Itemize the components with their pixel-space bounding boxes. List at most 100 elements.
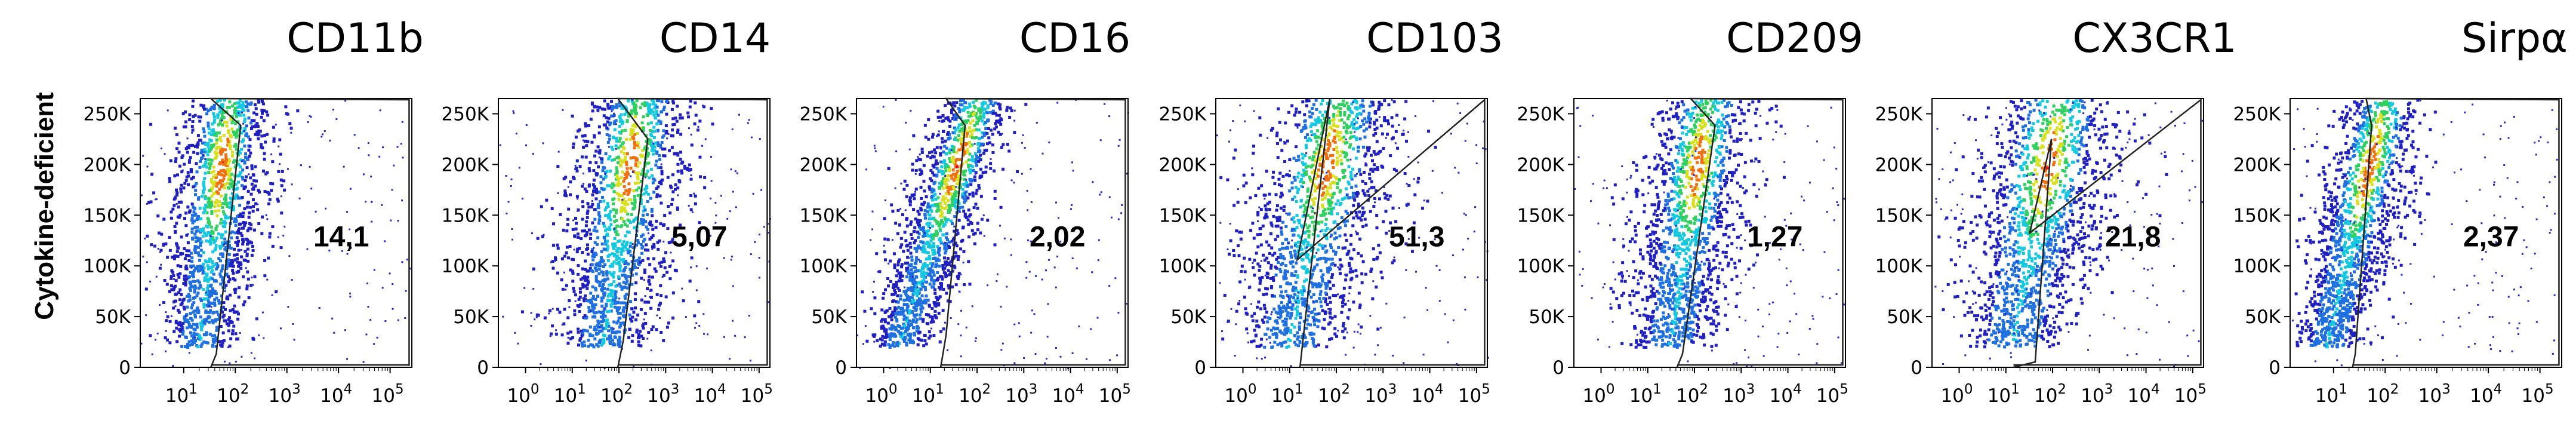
- density-point: [693, 314, 697, 318]
- sparse-point: [1104, 103, 1106, 105]
- density-point: [930, 315, 934, 319]
- density-point: [960, 142, 964, 145]
- density-point: [280, 184, 284, 188]
- sparse-point: [958, 290, 960, 293]
- density-point: [216, 182, 220, 185]
- density-point: [209, 266, 212, 269]
- sparse-point: [615, 148, 617, 150]
- density-point: [977, 159, 981, 163]
- density-point: [948, 240, 951, 244]
- density-point: [602, 312, 605, 316]
- x-tick-label: 105: [741, 382, 773, 407]
- density-point: [190, 260, 194, 263]
- density-point: [625, 293, 628, 296]
- density-point: [971, 191, 975, 195]
- density-point: [916, 299, 920, 303]
- density-point: [972, 100, 975, 104]
- density-point: [628, 250, 631, 253]
- density-point: [969, 220, 972, 224]
- density-point: [585, 189, 588, 193]
- density-point: [938, 182, 941, 185]
- density-point: [651, 99, 654, 102]
- density-point: [192, 272, 195, 275]
- density-point: [235, 236, 239, 240]
- density-point: [617, 342, 620, 345]
- density-point: [563, 189, 567, 193]
- density-point: [581, 217, 584, 221]
- density-point: [673, 122, 676, 126]
- density-point: [954, 114, 957, 118]
- density-point: [652, 100, 655, 103]
- density-point: [948, 124, 951, 128]
- sparse-point: [710, 180, 713, 182]
- density-point: [640, 155, 643, 158]
- density-point: [178, 298, 181, 302]
- density-point: [584, 294, 587, 298]
- density-point: [596, 324, 599, 327]
- density-point: [636, 194, 640, 197]
- density-point: [654, 142, 657, 145]
- density-point: [214, 226, 218, 230]
- density-point: [645, 243, 648, 247]
- density-point: [179, 187, 183, 191]
- density-point: [628, 221, 632, 225]
- density-point: [891, 334, 895, 337]
- density-point: [610, 100, 614, 103]
- density-point: [932, 271, 935, 274]
- density-point: [665, 271, 669, 274]
- density-point: [989, 110, 993, 114]
- density-point: [190, 168, 193, 172]
- density-point: [991, 103, 995, 107]
- density-point: [205, 274, 209, 278]
- density-point: [683, 167, 687, 170]
- density-point: [241, 226, 245, 230]
- density-point: [1367, 115, 1371, 118]
- density-point: [880, 308, 884, 312]
- density-point: [263, 109, 266, 112]
- sparse-point: [252, 284, 254, 286]
- density-point: [922, 285, 925, 288]
- density-point: [590, 102, 594, 106]
- density-point: [296, 109, 300, 113]
- density-point: [223, 174, 226, 177]
- density-point: [636, 132, 639, 136]
- density-point: [1259, 278, 1262, 282]
- density-point: [221, 255, 224, 259]
- sparse-point: [957, 323, 960, 326]
- density-point: [184, 274, 188, 278]
- sparse-point: [646, 302, 649, 304]
- density-point: [642, 115, 645, 119]
- sparse-point: [1117, 312, 1120, 314]
- density-point: [662, 339, 665, 342]
- density-point: [637, 145, 640, 149]
- density-point: [181, 112, 185, 115]
- density-point: [965, 130, 969, 134]
- density-point: [189, 271, 192, 274]
- density-point: [660, 294, 663, 297]
- density-point: [180, 345, 184, 348]
- density-point: [611, 148, 615, 151]
- sparse-point: [353, 134, 356, 136]
- density-point: [198, 334, 201, 337]
- density-point: [190, 125, 194, 128]
- density-point: [171, 271, 175, 274]
- density-point: [286, 112, 289, 116]
- density-point: [261, 146, 264, 150]
- density-point: [595, 191, 599, 195]
- density-point: [207, 293, 211, 297]
- density-point: [928, 188, 932, 191]
- density-point: [599, 311, 603, 314]
- density-point: [252, 205, 255, 208]
- density-point: [642, 192, 646, 196]
- density-point: [963, 192, 966, 196]
- density-point: [187, 323, 191, 327]
- density-point: [248, 138, 252, 142]
- sparse-point: [245, 267, 247, 269]
- density-point: [585, 144, 588, 148]
- density-point: [973, 231, 977, 235]
- density-point: [575, 159, 579, 162]
- x-tick-label: 102: [600, 382, 633, 407]
- sparse-point: [271, 294, 273, 296]
- density-point: [227, 280, 230, 284]
- density-point: [922, 229, 926, 233]
